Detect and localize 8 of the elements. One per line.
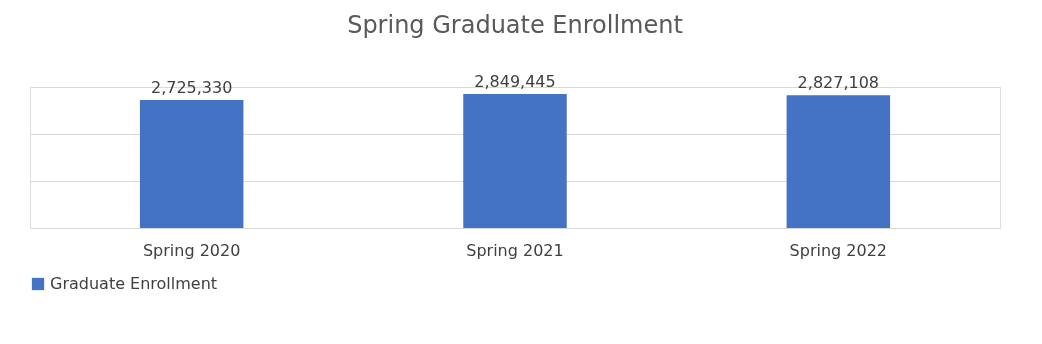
legend-label: Graduate Enrollment bbox=[50, 274, 218, 293]
chart-title: Spring Graduate Enrollment bbox=[347, 11, 683, 40]
data-label: 2,725,330 bbox=[150, 77, 233, 97]
data-label: 2,849,445 bbox=[474, 72, 556, 92]
x-tick-label: Spring 2022 bbox=[789, 240, 888, 260]
data-label: 2,827,108 bbox=[797, 73, 880, 93]
x-tick-label: Spring 2020 bbox=[142, 240, 241, 260]
x-tick-label: Spring 2021 bbox=[466, 240, 564, 260]
